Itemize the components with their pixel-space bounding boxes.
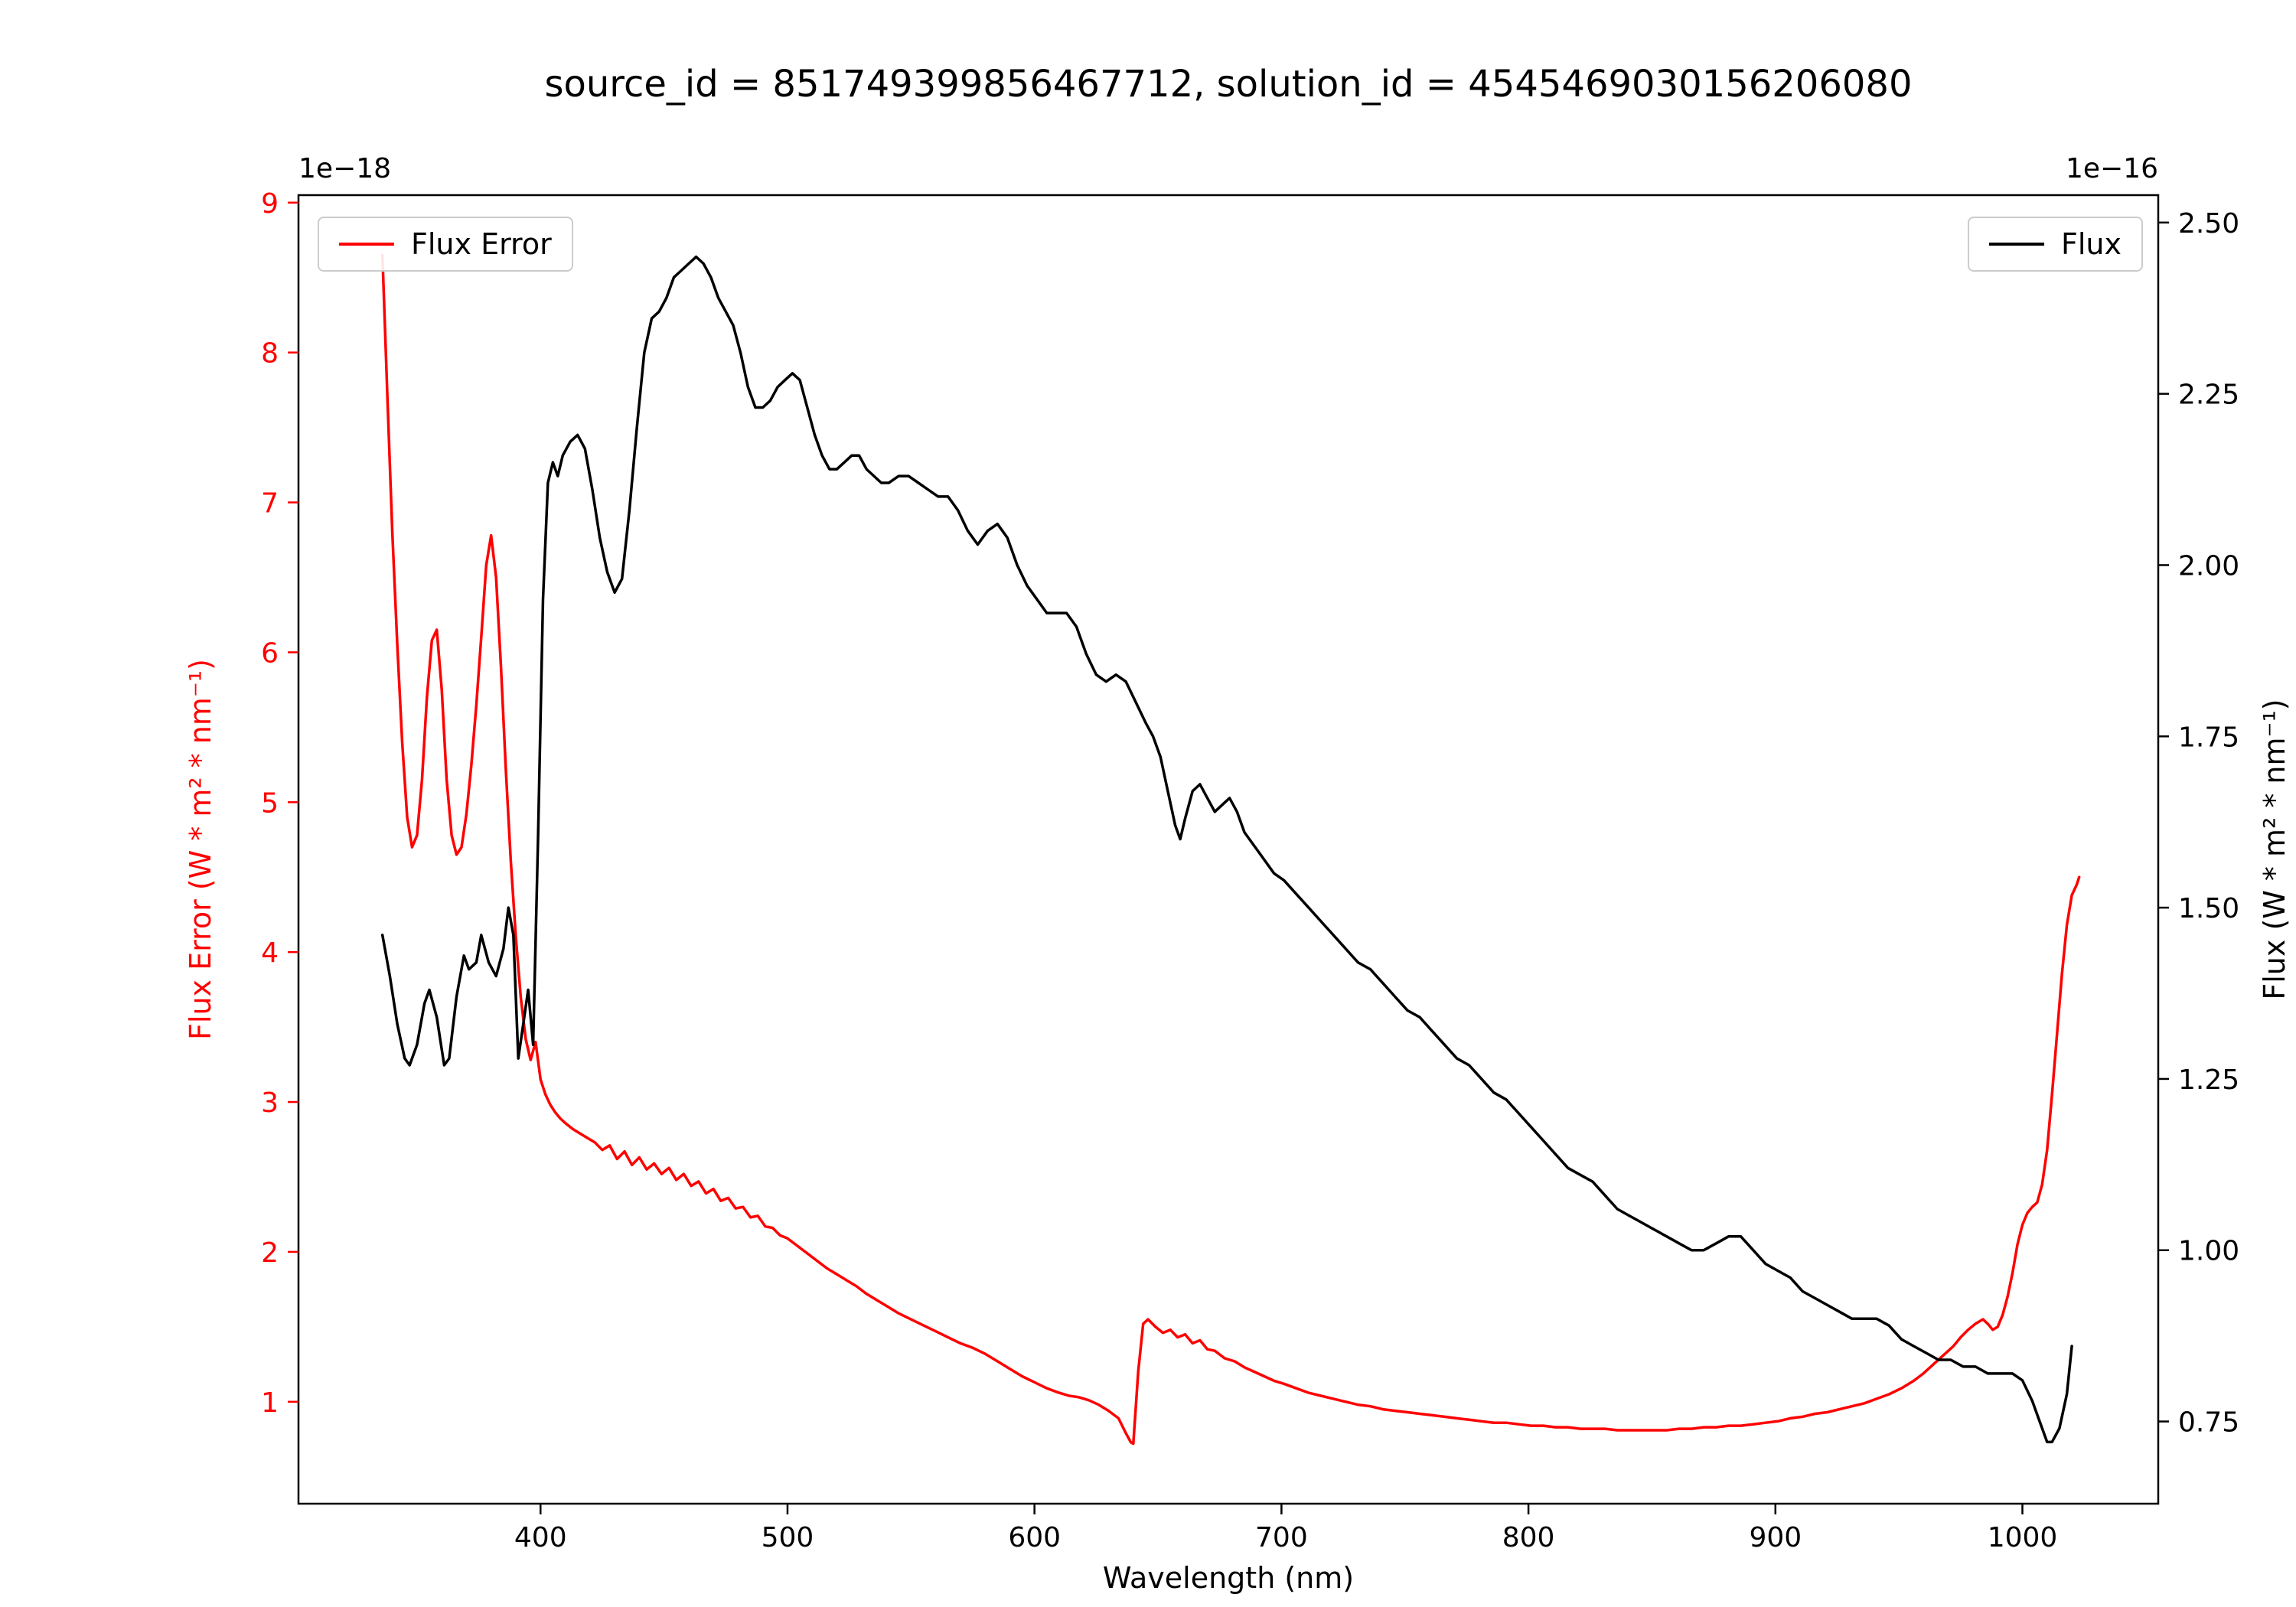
flux-line [380,255,2073,1444]
left-y-tick-label: 5 [261,787,279,819]
left-y-tick-label: 4 [261,937,279,969]
right-y-tick-label: 2.50 [2178,208,2239,240]
left-y-tick-label: 9 [261,188,279,220]
x-tick-label: 400 [514,1522,567,1553]
flux-error-line [380,253,2081,1446]
left-y-tick-label: 3 [261,1087,279,1119]
x-tick-label: 700 [1255,1522,1308,1553]
x-tick-label: 800 [1502,1522,1555,1553]
axes-frame [297,194,2160,1505]
x-axis-label: Wavelength (nm) [1102,1561,1355,1595]
left-y-tick-label: 2 [261,1237,279,1269]
left-y-tick-label: 6 [261,637,279,669]
flux-error-legend-line [339,243,394,246]
x-tick-label: 900 [1749,1522,1802,1553]
left-axis-label: Flux Error (W * m² * nm⁻¹) [184,659,217,1040]
flux-legend-label: Flux [2061,227,2122,261]
flux-legend-line [1989,243,2044,246]
left-y-tick-label: 7 [261,488,279,520]
x-tick-label: 600 [1008,1522,1061,1553]
right-y-tick-label: 0.75 [2178,1407,2239,1439]
right-y-tick-label: 2.25 [2178,380,2239,411]
right-y-tick-label: 1.25 [2178,1064,2239,1096]
flux-error-legend-label: Flux Error [411,227,552,261]
x-tick-label: 1000 [1988,1522,2058,1553]
left-y-tick-label: 1 [261,1387,279,1419]
right-axis-offset-text: 1e−16 [2065,153,2158,184]
right-y-tick-label: 1.75 [2178,722,2239,753]
left-axis-offset-text: 1e−18 [298,153,392,184]
right-axis-label: Flux (W * m² * nm⁻¹) [2258,699,2291,1000]
x-tick-label: 500 [762,1522,814,1553]
right-y-tick-label: 1.50 [2178,893,2239,924]
right-y-tick-label: 2.00 [2178,550,2239,582]
legend-flux: Flux [1968,217,2143,272]
legend-flux-error: Flux Error [318,217,573,272]
left-y-tick-label: 8 [261,338,279,370]
chart-title: source_id = 851749399856467712, solution… [544,63,1913,106]
right-y-tick-label: 1.00 [2178,1236,2239,1267]
